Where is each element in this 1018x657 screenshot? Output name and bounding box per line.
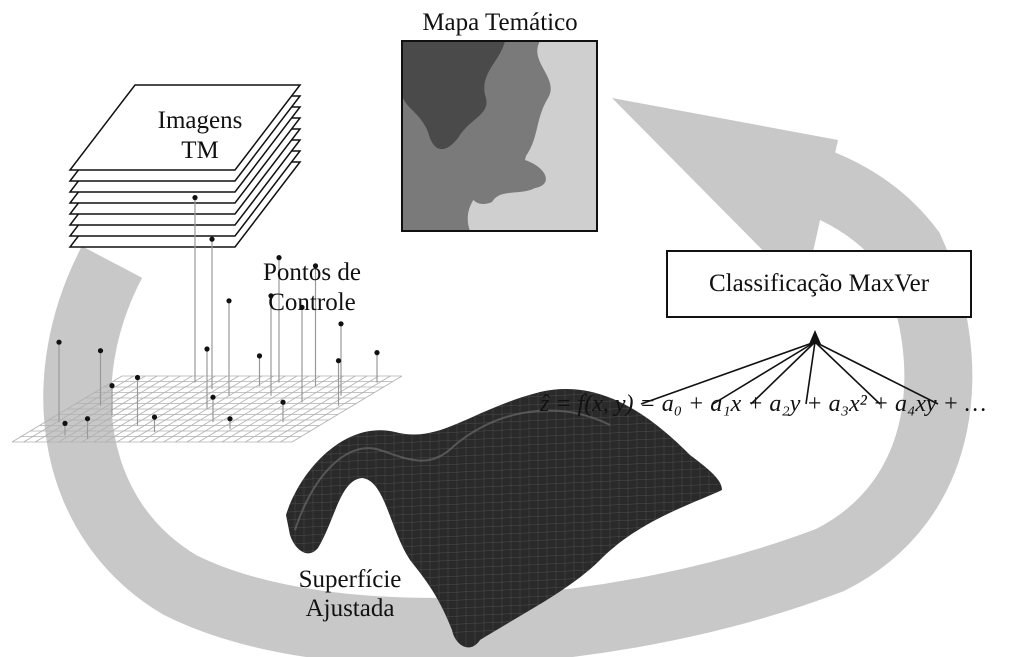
control-point: [336, 358, 341, 363]
control-point: [109, 383, 114, 388]
control-point: [227, 416, 232, 421]
control-point: [226, 298, 231, 303]
control-point: [209, 237, 214, 242]
images-label-line2: TM: [140, 136, 260, 166]
control-point: [56, 340, 61, 345]
polynomial-formula: ẑ = f(x, y) = a₀ + a₁x + a₂y + a₃x² + a₄…: [540, 384, 1016, 424]
control-point: [280, 400, 285, 405]
control-point: [338, 321, 343, 326]
control-point: [98, 348, 103, 353]
control-point: [210, 395, 215, 400]
fitted-surface-label-line2: Ajustada: [280, 594, 420, 624]
control-point: [85, 416, 90, 421]
images-label-line1: Imagens: [140, 106, 260, 136]
control-point: [135, 375, 140, 380]
control-point: [192, 195, 197, 200]
fitted-surface-label-line1: Superfície: [280, 565, 420, 595]
control-point: [62, 421, 67, 426]
classification-box: Classificação MaxVer: [666, 250, 972, 318]
control-points-label-line2: Controle: [242, 288, 382, 318]
control-point: [204, 346, 209, 351]
control-points-label-line1: Pontos de: [242, 258, 382, 288]
control-point: [257, 353, 262, 358]
control-point: [374, 350, 379, 355]
thematic-map-title: Mapa Temático: [398, 8, 602, 38]
classification-label: Classificação MaxVer: [709, 270, 929, 298]
control-point: [152, 415, 157, 420]
thematic-map-image: [402, 41, 597, 231]
